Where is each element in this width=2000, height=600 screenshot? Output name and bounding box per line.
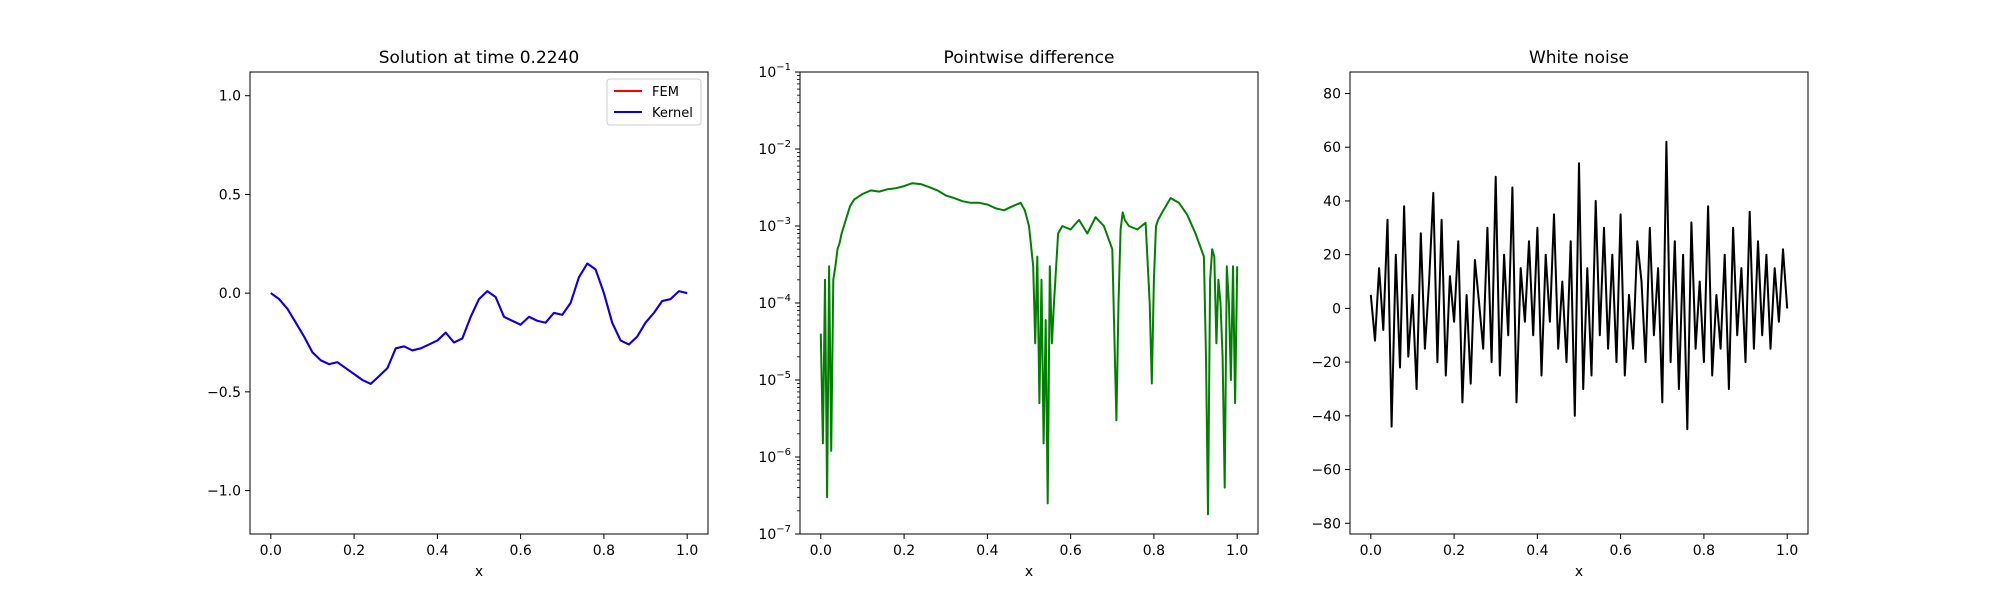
series-line-series-0 xyxy=(819,182,1239,516)
x-tick-label: 0.4 xyxy=(1526,543,1548,559)
x-axis-label: x xyxy=(475,564,483,580)
axes-ticks: 0.0 0.2 0.4 0.6 0.8 1.0 −80 −60 −40 −20 0 20 40 60 80 xyxy=(1311,86,1798,559)
axes-frame xyxy=(249,71,709,535)
y-tick-label: 1.0 xyxy=(219,89,241,105)
x-tick-label: 0.8 xyxy=(593,543,615,559)
x-tick-label: 0.0 xyxy=(810,543,832,559)
y-tick-label: 10−1 xyxy=(758,62,791,81)
axes-frame xyxy=(1349,71,1809,535)
axes-frame xyxy=(799,71,1259,535)
y-tick-label: −0.5 xyxy=(207,385,241,401)
legend-label-fem: FEM xyxy=(652,85,679,100)
y-tick-label: −20 xyxy=(1311,355,1341,371)
panel-white-noise: White noise 0.0 0.2 0.4 0.6 0.8 1.0 −80 −60 −40 −… xyxy=(1311,48,1809,580)
x-tick-label: 0.0 xyxy=(1360,543,1382,559)
panel-title: Solution at time 0.2240 xyxy=(379,48,579,68)
x-axis-label: x xyxy=(1025,564,1033,580)
y-tick-label: −40 xyxy=(1311,409,1341,425)
plot-lines xyxy=(1369,140,1789,431)
y-tick-label: −60 xyxy=(1311,463,1341,479)
x-tick-label: 1.0 xyxy=(1776,543,1798,559)
y-tick-label: 10−4 xyxy=(758,293,791,312)
x-axis-label: x xyxy=(1575,564,1583,580)
y-tick-label: 80 xyxy=(1323,86,1341,102)
y-tick-label: 20 xyxy=(1323,248,1341,264)
x-tick-label: 0.4 xyxy=(426,543,448,559)
x-tick-label: 0.0 xyxy=(260,543,282,559)
y-tick-label: 10−7 xyxy=(758,524,791,543)
y-tick-label: 0 xyxy=(1332,301,1341,317)
legend-label-kernel: Kernel xyxy=(652,106,693,121)
x-tick-label: 0.8 xyxy=(1693,543,1715,559)
legend: FEM Kernel xyxy=(606,78,702,126)
series-line-kernel xyxy=(270,262,688,385)
y-tick-label: 0.0 xyxy=(219,286,241,302)
x-tick-label: 0.6 xyxy=(1610,543,1632,559)
axes-ticks: 0.0 0.2 0.4 0.6 0.8 1.0 −1.0 −0.5 0.0 0.5 1.0 xyxy=(207,89,698,559)
y-tick-label: 10−3 xyxy=(758,216,791,235)
x-tick-label: 1.0 xyxy=(676,543,698,559)
y-tick-label: 10−6 xyxy=(758,447,791,466)
x-tick-label: 1.0 xyxy=(1226,543,1248,559)
x-tick-label: 0.2 xyxy=(1443,543,1465,559)
panel-pointwise-difference: Pointwise difference 0.0 0.2 0.4 0.6 0.8 1.0 1… xyxy=(758,48,1259,580)
y-tick-label: 10−5 xyxy=(758,370,791,389)
y-tick-label: −1.0 xyxy=(207,484,241,500)
panel-solution: Solution at time 0.2240 0.0 0.2 0.4 0.6 0.8 1… xyxy=(207,48,709,580)
y-tick-label: 0.5 xyxy=(219,187,241,203)
y-tick-label: 60 xyxy=(1323,140,1341,156)
x-tick-label: 0.4 xyxy=(976,543,998,559)
panel-title: White noise xyxy=(1529,48,1629,68)
axes-ticks: 0.0 0.2 0.4 0.6 0.8 1.0 10−7 10−6 10−5 10−4 10−3 10… xyxy=(758,62,1248,559)
y-tick-label: 40 xyxy=(1323,194,1341,210)
plot-lines xyxy=(270,262,688,385)
plot-lines xyxy=(819,182,1239,516)
x-tick-label: 0.2 xyxy=(343,543,365,559)
x-tick-label: 0.2 xyxy=(893,543,915,559)
x-tick-label: 0.8 xyxy=(1143,543,1165,559)
panel-title: Pointwise difference xyxy=(944,48,1115,68)
x-tick-label: 0.6 xyxy=(1060,543,1082,559)
y-tick-label: 10−2 xyxy=(758,139,791,158)
y-tick-label: −80 xyxy=(1311,516,1341,532)
x-tick-label: 0.6 xyxy=(510,543,532,559)
series-line-series-0 xyxy=(1369,140,1789,431)
